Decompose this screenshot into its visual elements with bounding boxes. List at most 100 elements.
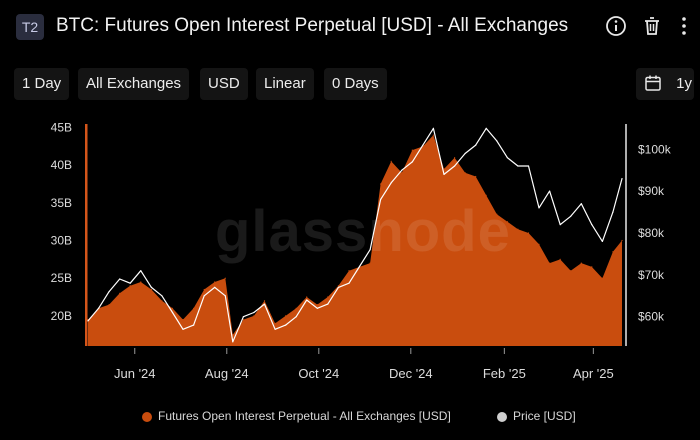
price-point — [549, 190, 551, 192]
legend-swatch-price — [497, 411, 507, 422]
price-point — [559, 224, 561, 226]
open-interest-point — [506, 221, 508, 223]
price-point — [432, 127, 434, 129]
price-point — [224, 295, 226, 297]
price-point — [422, 144, 424, 146]
x-tick-label: Aug '24 — [205, 366, 249, 381]
chart-header: T2 BTC: Futures Open Interest Perpetual … — [0, 0, 700, 52]
price-point — [390, 182, 392, 184]
chart-legend: Futures Open Interest Perpetual - All Ex… — [0, 404, 700, 428]
price-point — [295, 316, 297, 318]
open-interest-point — [316, 304, 318, 306]
open-interest-point — [612, 251, 614, 253]
x-tick-label: Dec '24 — [389, 366, 433, 381]
open-interest-point — [538, 243, 540, 245]
open-interest-point — [464, 172, 466, 174]
open-interest-point — [253, 315, 255, 317]
open-interest-point — [295, 307, 297, 309]
open-interest-point — [527, 232, 530, 234]
price-point — [98, 307, 100, 309]
open-interest-point — [306, 296, 308, 298]
open-interest-point — [193, 307, 195, 309]
open-interest-point — [203, 288, 205, 291]
open-interest-point — [621, 239, 623, 242]
legend-label-open-interest: Futures Open Interest Perpetual - All Ex… — [158, 409, 451, 423]
price-point — [358, 265, 361, 268]
price-point — [161, 295, 163, 297]
price-point — [337, 286, 339, 288]
open-interest-point — [274, 322, 276, 324]
y-left-tick-label: 35B — [51, 196, 72, 210]
price-point — [150, 286, 152, 288]
open-interest-point — [411, 149, 413, 151]
price-point — [621, 178, 623, 180]
price-point — [443, 173, 445, 175]
legend-item-open-interest[interactable]: Futures Open Interest Perpetual - All Ex… — [142, 404, 451, 428]
more-vertical-icon[interactable] — [672, 14, 696, 38]
price-point — [475, 144, 477, 146]
open-interest-point — [559, 258, 561, 260]
price-point — [182, 328, 184, 330]
y-right-tick-label: $60k — [638, 310, 665, 324]
price-point — [108, 291, 110, 293]
price-point — [369, 249, 371, 251]
open-interest-point — [232, 334, 234, 336]
price-point — [348, 282, 350, 284]
left-axis-accent — [85, 124, 88, 346]
price-point — [570, 215, 572, 217]
open-interest-point — [601, 277, 604, 279]
price-point — [464, 152, 466, 155]
y-right-tick-label: $70k — [638, 268, 665, 282]
price-point — [171, 311, 174, 314]
price-point — [214, 286, 216, 288]
legend-label-price: Price [USD] — [513, 409, 576, 423]
price-point — [263, 303, 266, 305]
y-left-tick-label: 30B — [51, 234, 72, 248]
chart-title: BTC: Futures Open Interest Perpetual [US… — [56, 15, 569, 36]
price-point — [316, 307, 318, 309]
price-point — [527, 165, 530, 167]
y-left-tick-label: 20B — [51, 309, 72, 323]
y-left-tick-label: 45B — [51, 121, 72, 135]
price-point — [203, 295, 205, 297]
open-interest-point — [140, 281, 142, 283]
open-interest-point — [171, 307, 174, 309]
calendar-icon — [645, 75, 661, 91]
price-point — [496, 140, 498, 142]
resolution-select[interactable]: 1 Day — [14, 68, 70, 100]
price-point — [538, 207, 540, 209]
x-tick-label: Jun '24 — [114, 366, 156, 381]
trash-icon[interactable] — [640, 14, 664, 38]
price-point — [87, 320, 89, 322]
scale-select[interactable]: Linear — [256, 68, 314, 100]
currency-select[interactable]: USD — [200, 68, 248, 100]
range-select[interactable]: 1y — [636, 68, 694, 100]
exchange-select[interactable]: All Exchanges — [78, 68, 190, 100]
price-point — [506, 157, 508, 159]
open-interest-point — [242, 319, 244, 321]
price-point — [232, 341, 234, 343]
price-point — [454, 165, 456, 167]
price-point — [242, 316, 244, 318]
y-left-tick-label: 40B — [51, 158, 72, 172]
price-point — [380, 198, 382, 201]
x-tick-label: Feb '25 — [483, 366, 526, 381]
open-interest-point — [214, 281, 216, 283]
open-interest-point — [182, 319, 184, 321]
moving-average-select[interactable]: 0 Days — [324, 68, 387, 100]
info-icon[interactable] — [604, 14, 628, 38]
price-line — [87, 127, 623, 343]
price-point — [274, 328, 276, 330]
legend-item-price[interactable]: Price [USD] — [497, 404, 576, 428]
open-interest-area — [88, 135, 622, 346]
open-interest-point — [150, 288, 152, 291]
range-label: 1y — [676, 75, 693, 92]
y-right-tick-label: $90k — [638, 184, 665, 198]
y-right-tick-label: $80k — [638, 226, 665, 240]
open-interest-point — [337, 285, 339, 287]
price-point — [193, 324, 195, 326]
y-left-tick-label: 25B — [51, 271, 72, 285]
legend-swatch-open-interest — [142, 411, 152, 422]
chart-svg: 45B 40B 35B 30B 25B 20B $100k $90k $80k $70k $60k J… — [51, 121, 672, 381]
chart-area: 45B 40B 35B 30B 25B 20B $100k $90k $80k $70k $60k J… — [0, 112, 700, 392]
